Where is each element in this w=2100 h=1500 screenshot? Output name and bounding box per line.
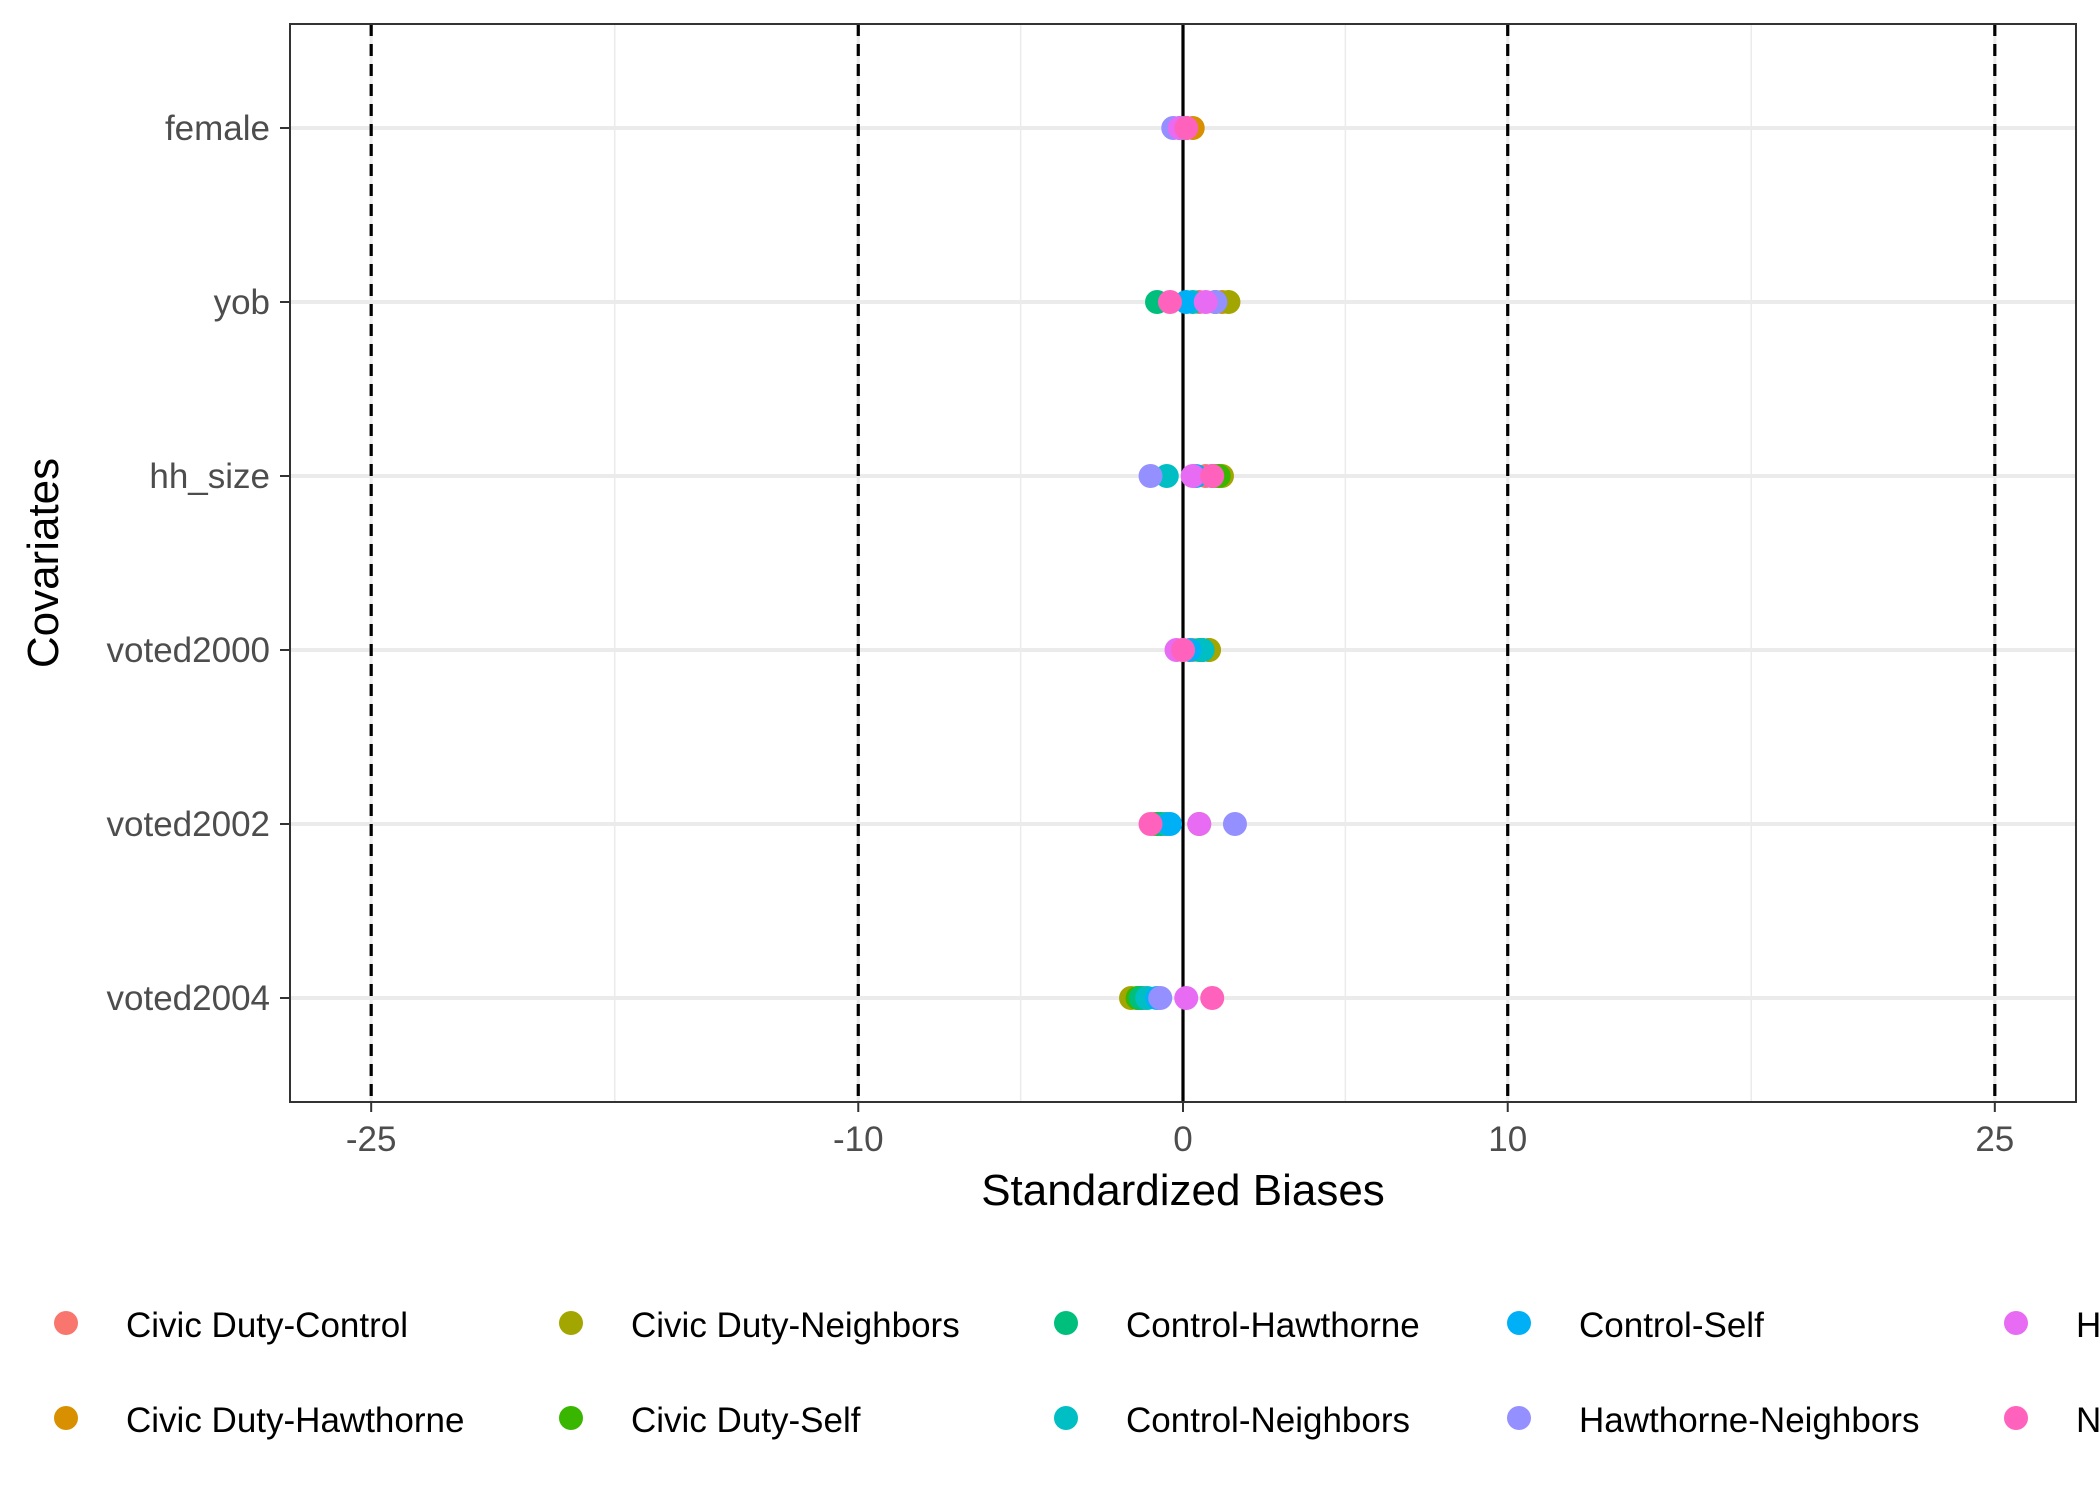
legend-key xyxy=(1507,1311,1531,1335)
legend-item: Hawthorne-Self xyxy=(2004,1306,2100,1345)
reference-lines xyxy=(369,24,1997,1102)
legend-key xyxy=(559,1406,583,1430)
legend-item: Control-Neighbors xyxy=(1054,1401,1410,1440)
y-axis-title: Covariates xyxy=(19,458,68,668)
legend-key xyxy=(1507,1406,1531,1430)
legend-label: Hawthorne-Neighbors xyxy=(1579,1401,1919,1440)
legend-key xyxy=(559,1311,583,1335)
data-point xyxy=(1138,464,1163,488)
legend-label: Control-Neighbors xyxy=(1126,1401,1410,1440)
legend-key xyxy=(2004,1311,2028,1335)
legend-item: Civic Duty-Neighbors xyxy=(559,1306,960,1345)
y-tick-label: yob xyxy=(214,283,270,322)
legend-label: Civic Duty-Neighbors xyxy=(631,1306,960,1345)
data-point xyxy=(1158,812,1183,836)
legend-label: Civic Duty-Hawthorne xyxy=(126,1401,464,1440)
y-tick-label: hh_size xyxy=(149,457,270,496)
data-point xyxy=(1222,812,1247,836)
data-point xyxy=(1174,116,1199,140)
y-tick-label: female xyxy=(165,109,270,148)
x-tick-label: 0 xyxy=(1173,1120,1192,1159)
data-point xyxy=(1193,290,1218,314)
legend-label: Hawthorne-Self xyxy=(2076,1306,2100,1345)
x-tick-label: -25 xyxy=(346,1120,397,1159)
y-tick-label: voted2004 xyxy=(107,979,270,1018)
data-point xyxy=(1180,464,1205,488)
legend-item: Control-Hawthorne xyxy=(1054,1306,1420,1345)
x-tick-label: -10 xyxy=(833,1120,884,1159)
legend-label: Control-Self xyxy=(1579,1306,1764,1345)
data-point xyxy=(1171,638,1195,662)
x-axis: -25 -10 0 10 25 xyxy=(346,1102,2014,1159)
legend-key xyxy=(2004,1406,2028,1430)
data-point xyxy=(1148,986,1173,1010)
data-point xyxy=(1158,290,1183,314)
legend-item: Control-Self xyxy=(1507,1306,1764,1345)
legend-item: Neighbors-Self xyxy=(2004,1401,2100,1440)
legend: Civic Duty-Control Civic Duty-Hawthorne Ci… xyxy=(54,1306,2100,1440)
legend-label: Civic Duty-Self xyxy=(631,1401,861,1440)
y-tick-label: voted2002 xyxy=(107,805,270,844)
data-point xyxy=(1138,812,1163,836)
legend-item: Hawthorne-Neighbors xyxy=(1507,1401,1919,1440)
y-axis: female yob hh_size voted2000 voted2002 voted2… xyxy=(107,109,290,1018)
legend-key xyxy=(54,1406,78,1430)
data-point xyxy=(1200,464,1225,488)
x-axis-title: Standardized Biases xyxy=(981,1166,1385,1215)
legend-key xyxy=(1054,1406,1078,1430)
data-point xyxy=(1200,986,1225,1010)
data-points xyxy=(1119,116,1247,1010)
x-tick-label: 25 xyxy=(1975,1120,2014,1159)
legend-key xyxy=(54,1311,78,1335)
data-point xyxy=(1187,812,1212,836)
legend-label: Neighbors-Self xyxy=(2076,1401,2100,1440)
legend-key xyxy=(1054,1311,1078,1335)
legend-item: Civic Duty-Self xyxy=(559,1401,861,1440)
legend-item: Civic Duty-Hawthorne xyxy=(54,1401,464,1440)
legend-item: Civic Duty-Control xyxy=(54,1306,408,1345)
data-point xyxy=(1174,986,1199,1010)
legend-label: Control-Hawthorne xyxy=(1126,1306,1420,1345)
y-tick-label: voted2000 xyxy=(107,631,270,670)
x-tick-label: 10 xyxy=(1488,1120,1527,1159)
legend-label: Civic Duty-Control xyxy=(126,1306,408,1345)
